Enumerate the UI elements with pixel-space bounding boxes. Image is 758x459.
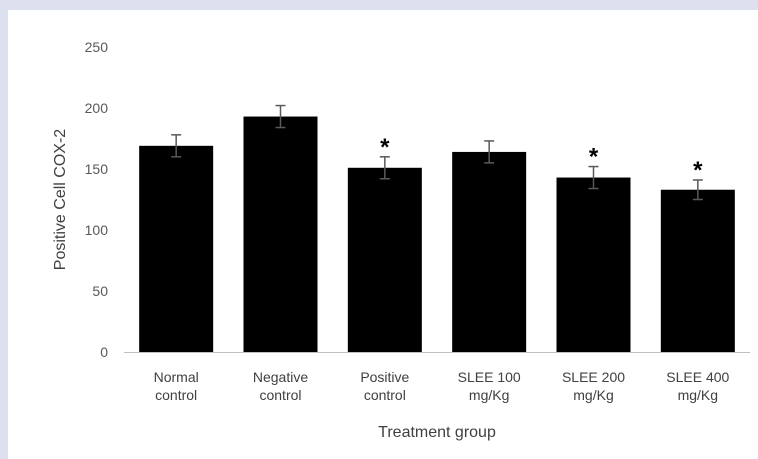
x-tick-label: control: [155, 387, 197, 403]
x-tick-label: Positive: [360, 369, 409, 385]
y-tick-label: 250: [85, 39, 109, 55]
x-tick-label: SLEE 200: [562, 369, 625, 385]
x-tick-label: Negative: [253, 369, 308, 385]
y-tick-label: 150: [85, 161, 109, 177]
y-tick-label: 200: [85, 100, 109, 116]
x-tick-label: control: [259, 387, 301, 403]
y-tick-label: 100: [85, 222, 109, 238]
bar-chart: 0 50 100 150 200 250 * * * Normal control Negativ…: [52, 39, 750, 441]
significance-star: *: [589, 144, 599, 171]
bar: [452, 151, 527, 352]
significance-star: *: [693, 157, 703, 184]
bar: [347, 167, 422, 352]
x-tick-label: mg/Kg: [678, 387, 718, 403]
y-tick-label: 0: [100, 344, 108, 360]
significance-markers: * * *: [380, 134, 703, 184]
x-tick-label: mg/Kg: [573, 387, 613, 403]
x-tick-label: control: [364, 387, 406, 403]
y-axis-ticks: 0 50 100 150 200 250: [85, 39, 109, 360]
significance-star: *: [380, 134, 390, 161]
x-axis-labels: Normal control Negative control Positive cont…: [154, 369, 730, 403]
x-tick-label: SLEE 100: [458, 369, 521, 385]
error-bars: [171, 104, 703, 201]
x-tick-label: Normal: [154, 369, 199, 385]
bars: [139, 116, 735, 352]
x-tick-label: mg/Kg: [469, 387, 509, 403]
bar: [556, 177, 631, 352]
x-axis-title: Treatment group: [378, 424, 496, 441]
bar: [243, 116, 318, 352]
bar: [139, 145, 214, 352]
x-tick-label: SLEE 400: [666, 369, 729, 385]
chart-panel: 0 50 100 150 200 250 * * * Normal control Negativ…: [8, 10, 758, 459]
y-tick-label: 50: [92, 283, 108, 299]
bar: [660, 189, 735, 352]
y-axis-title: Positive Cell COX-2: [52, 129, 69, 270]
